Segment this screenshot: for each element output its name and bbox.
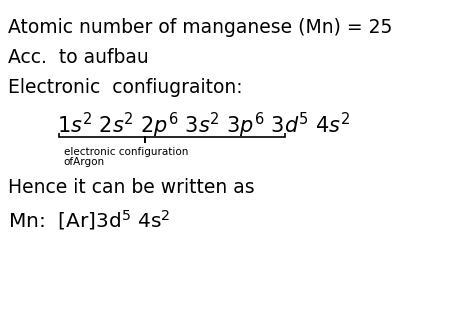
- Text: Mn:  $\mathsf{[Ar]3d^5\ 4s^2}$: Mn: $\mathsf{[Ar]3d^5\ 4s^2}$: [8, 208, 170, 232]
- Text: Electronic  confiugraiton:: Electronic confiugraiton:: [8, 78, 242, 97]
- Text: ofArgon: ofArgon: [64, 157, 105, 167]
- Text: $1s^2\ 2s^2\ 2p^6\ 3s^2\ 3p^6\ 3d^5\ 4s^2$: $1s^2\ 2s^2\ 2p^6\ 3s^2\ 3p^6\ 3d^5\ 4s^…: [57, 111, 351, 140]
- Text: Atomic number of manganese (Mn) = 25: Atomic number of manganese (Mn) = 25: [8, 18, 392, 37]
- Text: Hence it can be written as: Hence it can be written as: [8, 178, 254, 197]
- Text: electronic configuration: electronic configuration: [64, 147, 188, 157]
- Text: Acc.  to aufbau: Acc. to aufbau: [8, 48, 148, 67]
